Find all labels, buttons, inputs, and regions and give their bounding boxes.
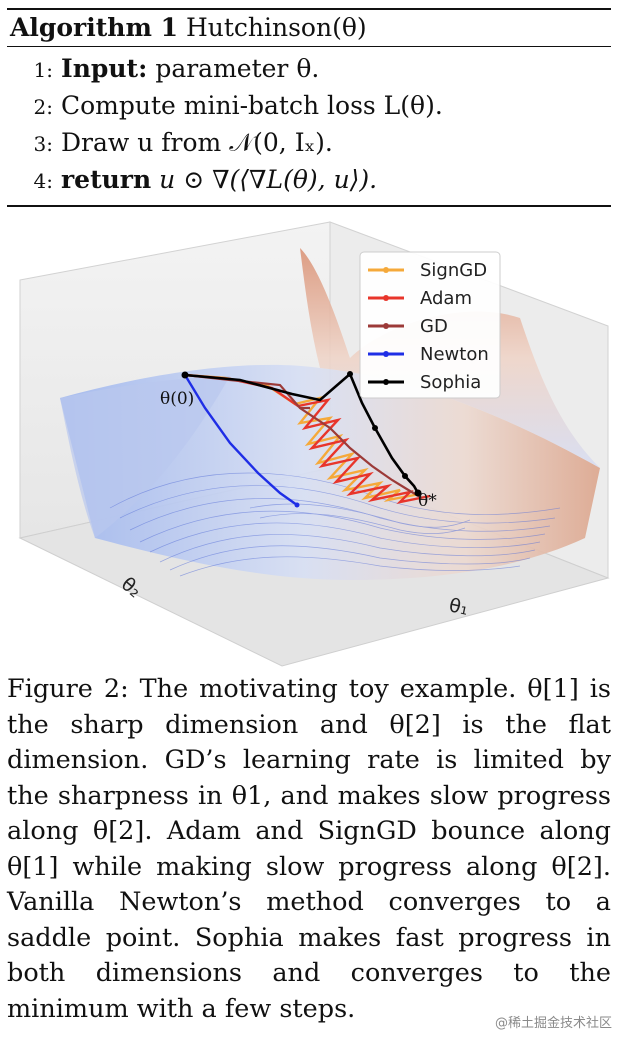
algorithm-line: 3: Draw u from 𝒩(0, Iₓ). [7,125,611,162]
line-text: Draw u from 𝒩(0, Iₓ). [61,128,333,158]
legend-label: SignGD [420,260,487,281]
surface-left-lobe [60,376,230,538]
algorithm-lines: 1: Input: parameter θ. 2: Compute mini-b… [7,47,611,205]
legend-item-signgd: SignGD [368,260,487,281]
optimum-point [414,489,422,497]
sophia-trajectory [184,371,420,494]
algorithm-title: Algorithm 1 Hutchinson(θ) [7,10,611,46]
algorithm-line: 2: Compute mini-batch loss L(θ). [7,88,611,125]
watermark: @稀土掘金技术社区 [494,1016,612,1031]
legend-label: Newton [420,344,489,365]
line-text: parameter θ. [155,54,320,84]
line-number: 3: [33,132,53,157]
line-text: Compute mini-batch loss L(θ). [61,91,443,121]
legend: SignGD Adam GD Newton Sophia [359,251,501,399]
algorithm-name: Hutchinson(θ) [185,12,367,42]
algorithm-bottom-rule [7,205,611,207]
contour-lines [109,472,561,577]
legend-item-sophia: Sophia [368,372,481,393]
gd-trajectory [184,373,423,499]
axis-x-label: θ₁ [447,594,470,620]
algorithm-mid-rule [7,45,611,48]
legend-label: GD [420,316,448,337]
line-keyword: Input: [61,54,148,84]
line-number: 1: [33,58,53,83]
algorithm-label: Algorithm 1 [10,12,178,42]
loss-surface-figure: θ(0) θ* θ₁ θ₂ SignGD Adam GD Newton [18,221,610,667]
legend-label: Adam [420,288,472,309]
legend-item-newton: Newton [368,344,489,365]
optimum-label: θ* [418,491,437,511]
newton-trajectory [183,374,298,506]
line-text: u ⊙ ∇(⟨∇L(θ), u⟩). [159,165,378,195]
algorithm-top-rule [7,8,611,10]
newton-end-point [294,502,300,508]
legend-box [359,251,501,399]
line-keyword: return [61,165,152,195]
algorithm-line: 4: return u ⊙ ∇(⟨∇L(θ), u⟩). [7,162,611,199]
legend-label: Sophia [420,372,481,393]
sophia-step-marker [372,425,378,431]
start-point [181,371,189,379]
sophia-step-marker [347,371,353,377]
algorithm-box: Algorithm 1 Hutchinson(θ) 1: Input: para… [7,8,611,207]
legend-item-gd: GD [368,316,448,337]
legend-item-adam: Adam [368,288,472,309]
algorithm-line: 1: Input: parameter θ. [7,51,611,88]
figure-caption: Figure 2: The motivating toy example. θ[… [7,674,611,1024]
sophia-step-marker [402,473,408,479]
line-number: 2: [33,95,53,120]
line-number: 4: [33,169,53,194]
start-label: θ(0) [160,389,194,409]
